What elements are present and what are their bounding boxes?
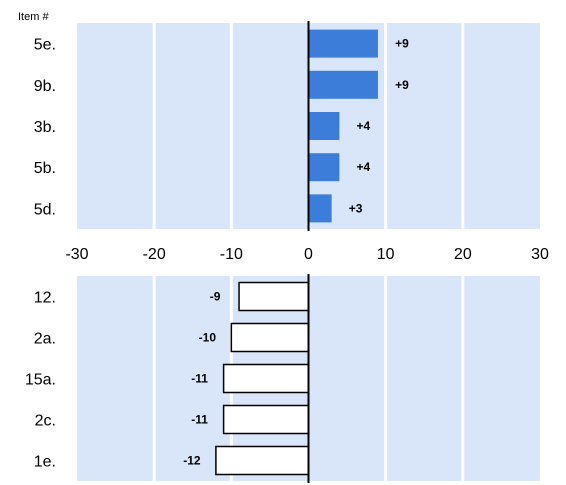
bar-15a [222, 363, 310, 394]
category-label: 3b. [34, 119, 56, 136]
data-label: -10 [199, 331, 217, 345]
x-tick-label: 30 [531, 246, 549, 263]
y-axis-title: Item # [18, 11, 49, 23]
x-tick-label: -20 [143, 246, 166, 263]
data-label: +3 [349, 201, 363, 215]
category-label: 9b. [34, 78, 56, 95]
data-label: -11 [191, 413, 208, 427]
bar-5d [308, 194, 332, 223]
category-label: 1e. [34, 454, 56, 471]
data-label: -12 [183, 454, 201, 468]
category-label: 5d. [34, 201, 56, 218]
data-label: -9 [210, 290, 221, 304]
bar-9b [308, 70, 378, 99]
x-tick-label: -30 [65, 246, 88, 263]
data-label: +4 [357, 160, 371, 174]
x-tick-label: -10 [220, 246, 243, 263]
labels: 5e. +9 9b. +9 3b. +4 5b. +4 5d. +3 12. -9 2a. -10 15a.… [25, 37, 409, 471]
x-tick-label: 0 [304, 246, 313, 263]
category-label: 2a. [34, 331, 56, 348]
bar-1e [215, 445, 310, 476]
category-label: 2c. [35, 413, 56, 430]
data-label: +9 [395, 78, 409, 92]
bar-3b [308, 112, 340, 140]
data-label: -11 [191, 372, 208, 386]
category-label: 15a. [25, 372, 56, 389]
category-label: 5b. [34, 160, 56, 177]
x-axis-ticks: -30 -20 -10 0 10 20 30 [65, 246, 549, 263]
bar-2c [222, 404, 310, 435]
bars [215, 29, 378, 476]
category-label: 12. [34, 290, 56, 307]
gridlines [152, 23, 465, 481]
data-label: +9 [395, 37, 409, 51]
x-tick-label: 20 [454, 246, 472, 263]
bar-5b [308, 153, 340, 182]
bar-5e [308, 29, 378, 58]
x-tick-label: 10 [377, 246, 395, 263]
bar-12 [238, 281, 310, 312]
category-label: 5e. [34, 37, 56, 54]
bar-2a [230, 322, 310, 353]
data-label: +4 [357, 119, 371, 133]
